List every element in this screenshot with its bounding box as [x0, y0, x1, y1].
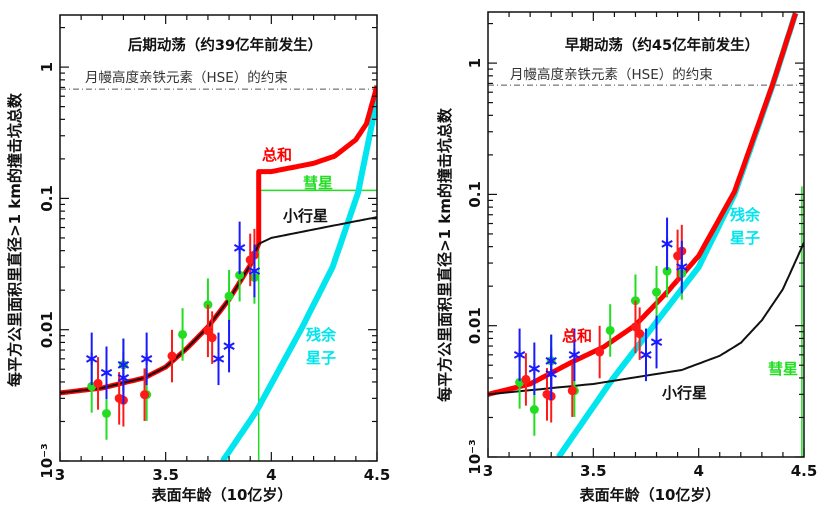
- data-point: [117, 351, 130, 405]
- data-point: [203, 304, 213, 358]
- x-tick-label: 4.5: [364, 466, 391, 484]
- y-tick-label: 1: [38, 62, 56, 72]
- data-point: [86, 332, 98, 386]
- data-point: [140, 368, 150, 421]
- data-point: [630, 300, 640, 354]
- data-point: [676, 240, 688, 294]
- data-point: [605, 304, 615, 357]
- data-point: [248, 244, 261, 298]
- series-group: [488, 12, 804, 457]
- y-axis-label: 每平方公里面积里直径>1 km的撞击坑总数: [6, 92, 24, 387]
- y-tick-label: 0.1: [466, 181, 484, 208]
- data-point: [528, 342, 541, 396]
- data-point: [661, 217, 673, 271]
- y-tick-label: 0.01: [38, 311, 56, 348]
- data-point: [100, 346, 113, 400]
- chart-title: 后期动荡（约39亿年前发生）: [128, 36, 322, 54]
- panel-2: 3 3.5 4 4.5 10⁻³ 0.01 0.1 1 早期动荡（约45亿年前发生） 月幔高度亲铁…: [436, 11, 818, 504]
- x-axis-label: 表面年龄（10亿岁）: [580, 486, 721, 504]
- chart-title: 早期动荡（约45亿年前发生）: [565, 36, 759, 54]
- data-point: [635, 307, 645, 360]
- series-label: 彗星: [303, 174, 333, 192]
- data-point: [567, 364, 577, 417]
- y-tick-label: 0.1: [38, 185, 56, 212]
- y-tick-label: 1: [466, 58, 484, 68]
- data-point: [178, 308, 188, 361]
- series-line-asteroids: [488, 242, 804, 396]
- series-label: 总和: [262, 146, 292, 164]
- data-point: [513, 328, 526, 382]
- series-line-leftover-planetesimals: [220, 98, 377, 461]
- data-point: [167, 329, 177, 383]
- data-point: [521, 353, 531, 406]
- data-point: [140, 332, 153, 386]
- y-tick-label: 0.01: [466, 307, 484, 344]
- data-point: [652, 265, 662, 319]
- x-tick-label: 4.5: [791, 462, 818, 480]
- x-tick-label: 3: [483, 462, 493, 480]
- data-point: [545, 347, 557, 401]
- data-point: [595, 325, 605, 379]
- data-point: [640, 328, 652, 382]
- x-tick-label: 4: [266, 466, 276, 484]
- data-point: [212, 332, 225, 386]
- series-label: 彗星: [768, 360, 798, 378]
- panel-1: 3 3.5 4 4.5 10⁻³ 0.01 0.1 1 后期动荡（约39亿年前发生） 月幔高度亲铁…: [6, 14, 391, 504]
- y-axis-label: 每平方公里面积里直径>1 km的撞击坑总数: [436, 107, 454, 402]
- data-point: [233, 221, 246, 275]
- series-label: 小行星: [283, 207, 328, 225]
- series-label: 残余星子: [730, 206, 761, 247]
- data-point: [223, 319, 235, 373]
- hse-constraint-label: 月幔高度亲铁元素（HSE）的约束: [510, 66, 713, 83]
- series-label: 总和: [562, 327, 592, 345]
- data-point: [93, 357, 103, 410]
- y-tick-label: 10⁻³: [38, 443, 56, 478]
- x-axis-label: 表面年龄（10亿岁）: [152, 486, 293, 504]
- data-point: [568, 328, 581, 382]
- x-tick-label: 4: [693, 462, 703, 480]
- series-group: [60, 85, 377, 461]
- hse-constraint-label: 月幔高度亲铁元素（HSE）的约束: [85, 69, 288, 86]
- x-tick-label: 3.5: [580, 462, 607, 480]
- y-tick-label: 10⁻³: [466, 439, 484, 474]
- data-point: [224, 269, 234, 323]
- x-tick-label: 3.5: [152, 466, 179, 484]
- data-point: [207, 311, 217, 364]
- x-tick-label: 3: [55, 466, 65, 484]
- series-label: 小行星: [662, 384, 707, 402]
- data-point: [650, 315, 663, 369]
- series-label: 残余星子: [306, 326, 337, 367]
